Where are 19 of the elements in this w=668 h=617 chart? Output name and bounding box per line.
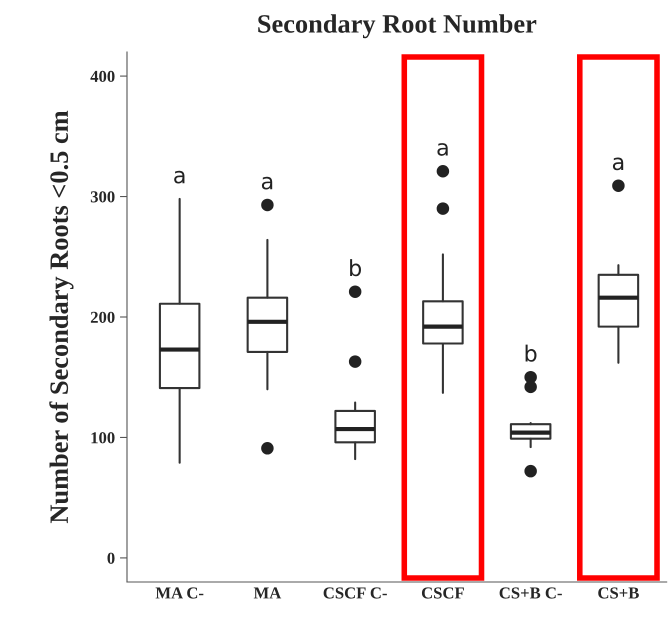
- y-tick-label: 200: [90, 312, 115, 323]
- annotation: b: [526, 344, 536, 362]
- y-axis-title: Number of Secondary Roots <0.5 cm: [49, 110, 74, 524]
- annotation: a: [262, 176, 272, 190]
- annotation: a: [612, 158, 624, 170]
- x-tick-label: MA: [254, 587, 282, 598]
- annotation: a: [437, 143, 448, 156]
- chart-title: Secondary Root Number: [258, 14, 536, 38]
- y-tick-label: 100: [92, 432, 115, 444]
- x-tick-label: CSCF: [422, 587, 464, 599]
- y-tick-label: 300: [90, 191, 115, 202]
- x-tick-label: MA C-: [156, 587, 204, 599]
- x-tick-label: CSCF C-: [324, 587, 387, 599]
- y-tick-label: 400: [90, 70, 115, 82]
- x-tick-label: CS+B C-: [500, 587, 562, 599]
- annotation: a: [174, 170, 184, 184]
- x-tick-label: CS+B: [598, 587, 639, 599]
- y-tick-label: 0: [107, 552, 115, 564]
- annotation: b: [350, 259, 361, 276]
